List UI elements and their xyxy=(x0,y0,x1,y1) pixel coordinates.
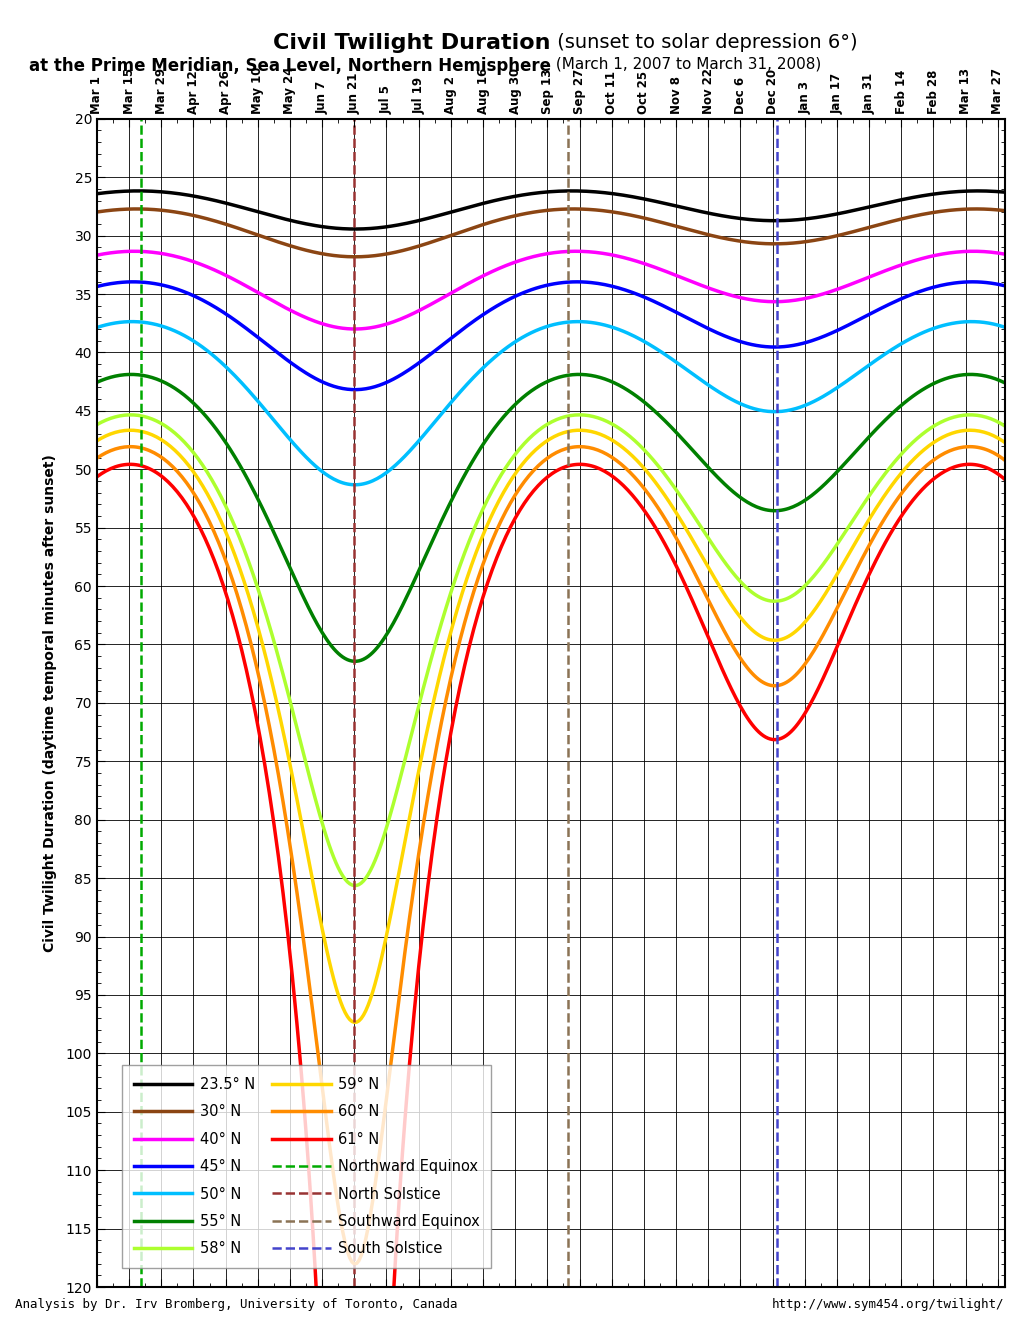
Text: http://www.sym454.org/twilight/: http://www.sym454.org/twilight/ xyxy=(771,1298,1004,1311)
Text: at the Prime Meridian, Sea Level, Northern Hemisphere: at the Prime Meridian, Sea Level, Northe… xyxy=(29,57,550,75)
Text: (sunset to solar depression 6°): (sunset to solar depression 6°) xyxy=(550,33,857,51)
Legend: 23.5° N, 30° N, 40° N, 45° N, 50° N, 55° N, 58° N, 59° N, 60° N, 61° N, Northwar: 23.5° N, 30° N, 40° N, 45° N, 50° N, 55°… xyxy=(122,1065,491,1269)
Text: Civil Twilight Duration: Civil Twilight Duration xyxy=(273,33,550,53)
Y-axis label: Civil Twilight Duration (daytime temporal minutes after sunset): Civil Twilight Duration (daytime tempora… xyxy=(43,454,57,952)
Text: Analysis by Dr. Irv Bromberg, University of Toronto, Canada: Analysis by Dr. Irv Bromberg, University… xyxy=(15,1298,458,1311)
Text: (March 1, 2007 to March 31, 2008): (March 1, 2007 to March 31, 2008) xyxy=(550,57,820,71)
